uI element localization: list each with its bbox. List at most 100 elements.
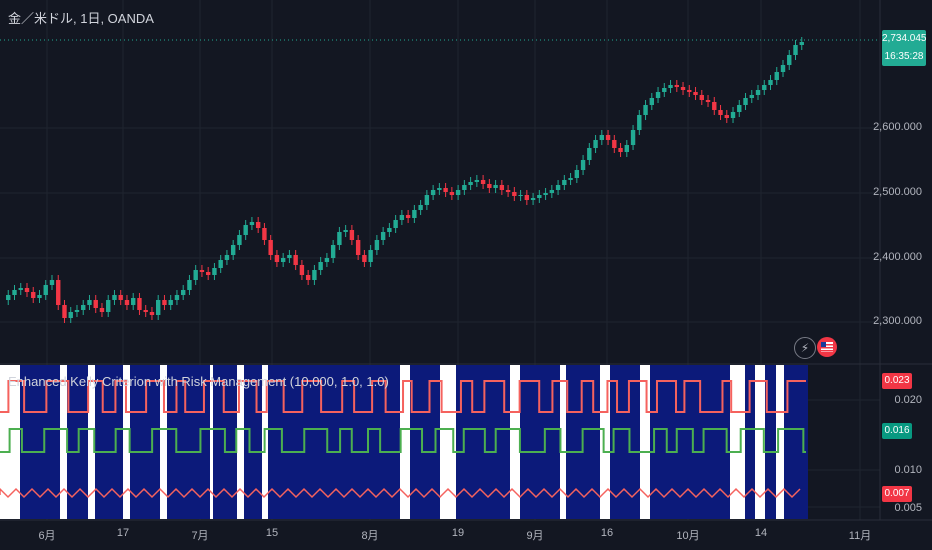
candle-body: [12, 290, 17, 295]
candle-body: [393, 220, 398, 228]
candle-body: [474, 180, 480, 182]
candle-body: [180, 290, 186, 295]
candle-body: [493, 185, 498, 188]
candle-body: [224, 255, 230, 260]
candle-body: [637, 115, 642, 130]
candle-body: [49, 280, 55, 285]
candle-body: [24, 288, 30, 292]
candle-body: [762, 85, 767, 90]
candle-body: [774, 72, 779, 80]
candle-body: [449, 192, 455, 195]
time-axis-label: 9月: [526, 530, 544, 542]
candle-body: [324, 258, 330, 262]
candle-body: [480, 180, 486, 184]
candle-body: [724, 115, 729, 118]
price-axis-label: 2,500.000: [873, 186, 922, 198]
candle-body: [287, 255, 292, 258]
us-flag-icon[interactable]: [817, 337, 837, 357]
candle-body: [455, 190, 461, 195]
candle-body: [187, 280, 192, 290]
candle-body: [280, 258, 286, 262]
risk-line: [0, 487, 801, 499]
candle-body: [81, 305, 86, 310]
candle-body: [612, 140, 617, 148]
candle-body: [106, 300, 111, 312]
indicator-gap: [560, 365, 566, 519]
candle-body: [462, 185, 467, 190]
candle-body: [237, 235, 242, 245]
indicator-gap: [400, 365, 410, 519]
candle-body: [137, 298, 142, 310]
candle-body: [380, 232, 386, 240]
time-axis-label: 15: [265, 527, 279, 539]
candle-body: [274, 255, 280, 262]
candle-body: [156, 300, 161, 315]
candle-body: [68, 312, 73, 318]
candle-body: [399, 215, 405, 220]
candle-body: [343, 230, 348, 232]
time-axis-label: 8月: [361, 530, 379, 542]
candle-body: [499, 185, 505, 190]
candle-body: [524, 195, 530, 200]
candle-body: [299, 265, 305, 275]
candle-body: [787, 55, 792, 65]
candle-body: [705, 100, 711, 102]
candle-body: [99, 308, 105, 312]
candle-body: [18, 288, 23, 290]
candle-body: [93, 300, 98, 308]
candle-body: [168, 300, 173, 305]
time-axis-label: 17: [116, 527, 130, 539]
time-axis-label: 19: [451, 527, 465, 539]
time-axis-label: 16: [600, 527, 614, 539]
candle-body: [655, 92, 661, 98]
indicator-pane: [0, 365, 808, 519]
candle-body: [43, 285, 48, 295]
candle-body: [212, 268, 217, 275]
candle-body: [374, 240, 380, 250]
candle-body: [124, 300, 130, 305]
last-price-value: 2,734.045: [882, 33, 927, 44]
candle-body: [587, 148, 592, 160]
candle-body: [405, 215, 411, 218]
indicator-gap: [123, 365, 130, 519]
indicator-gap: [210, 365, 213, 519]
candle-body: [230, 245, 236, 255]
indicator-title[interactable]: Enhanced Kelly Criterion with Risk Manag…: [8, 374, 389, 389]
candle-body: [318, 262, 323, 270]
indicator-axis-label: 0.005: [894, 502, 922, 514]
candle-body: [530, 198, 536, 200]
indicator-gap: [510, 365, 520, 519]
indicator-gap: [60, 365, 67, 519]
indicator-gap: [160, 365, 167, 519]
candle-body: [543, 193, 548, 195]
indicator-gap: [730, 365, 745, 519]
candle-body: [424, 195, 430, 205]
indicator-axis-label: 0.010: [894, 464, 922, 476]
symbol-title[interactable]: 金／米ドル, 1日, OANDA: [8, 11, 154, 26]
candle-body: [305, 275, 311, 280]
candle-body: [768, 80, 773, 85]
candle-body: [56, 280, 61, 305]
candle-body: [793, 45, 798, 55]
last-price-badge: 2,734.045 16:35:28: [882, 30, 927, 66]
candle-body: [218, 260, 223, 268]
price-axis-label: 2,400.000: [873, 251, 922, 263]
candle-body: [624, 145, 630, 152]
candle-body: [243, 225, 248, 235]
candle-body: [799, 42, 804, 45]
candle-body: [593, 140, 598, 148]
candle-body: [118, 295, 123, 300]
lightning-icon[interactable]: ⚡: [794, 337, 816, 359]
candle-body: [537, 195, 542, 198]
candle-body: [568, 178, 573, 180]
candle-body: [780, 65, 786, 72]
candle-body: [31, 292, 36, 298]
candle-body: [605, 135, 611, 140]
candle-body: [755, 90, 761, 95]
candle-body: [293, 255, 298, 265]
candle-body: [712, 102, 717, 110]
indicator-gap: [755, 365, 765, 519]
candle-body: [199, 270, 205, 272]
countdown-value: 16:35:28: [884, 51, 924, 62]
